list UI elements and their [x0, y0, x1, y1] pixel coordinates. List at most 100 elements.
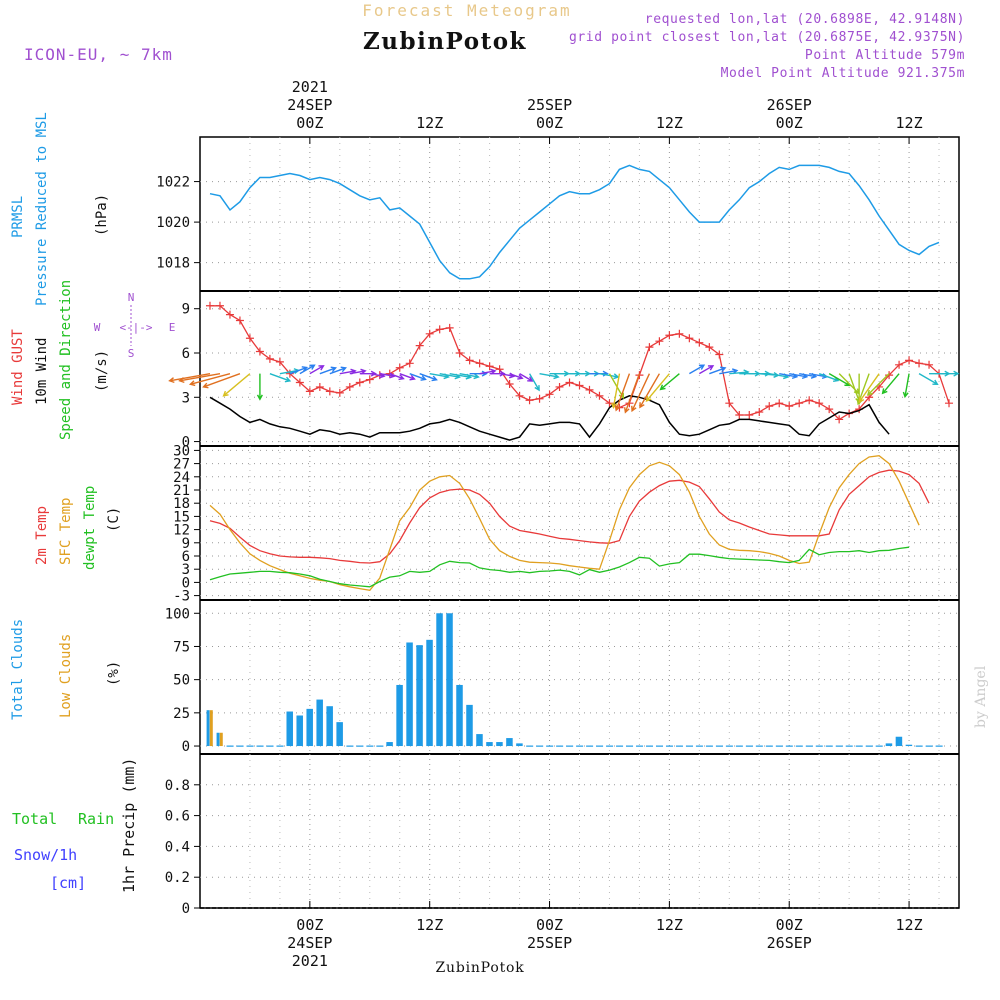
gust-point [215, 301, 224, 310]
wind-arrow [589, 370, 609, 377]
total-cloud-bar [845, 745, 853, 747]
gust-point [805, 396, 814, 405]
total-cloud-bar [705, 745, 713, 747]
wind-arrow [902, 373, 910, 399]
total-cloud-bar [675, 745, 683, 747]
gust-point [895, 360, 904, 369]
wind-arrow [269, 373, 292, 383]
wind-arrow [631, 373, 651, 413]
wind-arrow [709, 366, 727, 375]
gust-point [595, 391, 604, 400]
gust-point [705, 343, 714, 352]
gust-point [565, 378, 574, 387]
compass-s: S [128, 347, 135, 360]
total-cloud-bar [935, 745, 943, 747]
wind-arrow [939, 370, 960, 377]
wind-arrow [599, 372, 620, 380]
wind-dir-label: Speed and Direction [58, 280, 74, 440]
wind-arrow [256, 373, 263, 401]
wind-arrow [519, 373, 534, 382]
y-tick-label: 24 [173, 470, 190, 486]
total-cloud-bar [915, 745, 923, 747]
wind-arrow [289, 366, 309, 375]
gust-point [335, 388, 344, 397]
gust-point [885, 371, 894, 380]
y-tick-label: 0.4 [165, 839, 190, 855]
model-altitude: Model Point Altitude 921.375m [721, 66, 965, 81]
time-label-top: 00Z [536, 114, 563, 132]
total-cloud-bar [526, 745, 534, 747]
wind-arrow [828, 373, 851, 387]
wind-arrow [419, 373, 438, 382]
wind-arrow [188, 372, 231, 387]
gust-point [345, 382, 354, 391]
total-label: Total [12, 810, 57, 828]
total-cloud-bar [536, 745, 544, 747]
time-label-bottom: 12Z [896, 916, 923, 934]
wind-arrow [202, 373, 241, 389]
y-tick-label: 27 [173, 457, 190, 473]
total-cloud-bar [286, 711, 293, 747]
wind-arrow [918, 373, 939, 385]
total-cloud-bar [855, 745, 863, 747]
total-cloud-bar [516, 743, 523, 747]
gust-point [765, 402, 774, 411]
total-cloud-bar [606, 745, 614, 747]
y-tick-label: 6 [182, 549, 190, 565]
total-cloud-bar [486, 742, 493, 747]
time-label-bottom: 26SEP [767, 934, 812, 952]
total-cloud-bar [306, 708, 313, 747]
time-label-top: 00Z [776, 114, 803, 132]
gust-point [275, 357, 284, 366]
gust-point [405, 359, 414, 368]
gust-point [665, 331, 674, 340]
compass-arrows: <-|-> [119, 321, 152, 334]
total-cloud-bar [396, 684, 403, 747]
time-label-top: 12Z [896, 114, 923, 132]
low-cloud-bar [219, 732, 223, 747]
total-cloud-bar [546, 745, 554, 747]
gust-label: Wind GUST [10, 329, 26, 405]
wind-arrow [509, 373, 524, 380]
location-title: ZubinPotok [363, 28, 527, 55]
y-tick-label: 9 [182, 536, 190, 552]
compass-n: N [128, 291, 135, 304]
y-tick-label: 0.2 [165, 870, 190, 886]
total-cloud-bar [636, 745, 644, 747]
gust-line [210, 305, 950, 421]
total-cloud-bar [566, 745, 574, 747]
wind-arrow [623, 373, 641, 414]
y-tick-label: 30 [173, 443, 190, 459]
total-cloud-bar [905, 744, 913, 747]
wind-arrow [639, 373, 661, 409]
total-cloud-bar [456, 684, 463, 747]
sfc-temp-label: SFC Temp [58, 498, 74, 565]
total-cloud-bar [655, 745, 663, 747]
total-cloud-bar [695, 745, 703, 747]
total-cloud-bar [835, 745, 843, 747]
time-label-bottom: 00Z [536, 916, 563, 934]
wind-arrow [614, 373, 631, 412]
gust-point [365, 375, 374, 384]
total-cloud-bar [266, 745, 274, 747]
total-cloud-bar [336, 722, 343, 747]
gust-point [435, 325, 444, 334]
y-tick-label: 1018 [156, 256, 190, 272]
time-label-top: 12Z [416, 114, 443, 132]
time-label-top: 26SEP [767, 96, 812, 114]
gust-point [225, 310, 234, 319]
gust-point [825, 405, 834, 414]
y-tick-label: 100 [165, 606, 190, 622]
total-cloud-bar [436, 613, 443, 747]
gust-point [735, 411, 744, 419]
gust-point [915, 359, 924, 368]
wind-arrow [528, 373, 540, 392]
wind-arrow [309, 365, 325, 375]
wind-arrow [659, 373, 680, 391]
total-cloud-bar [715, 745, 723, 747]
y-tick-label: 1022 [156, 175, 190, 191]
total-cloud-bar [875, 745, 883, 747]
time-label-bottom: 12Z [656, 916, 683, 934]
clouds-unit: (%) [106, 661, 122, 686]
